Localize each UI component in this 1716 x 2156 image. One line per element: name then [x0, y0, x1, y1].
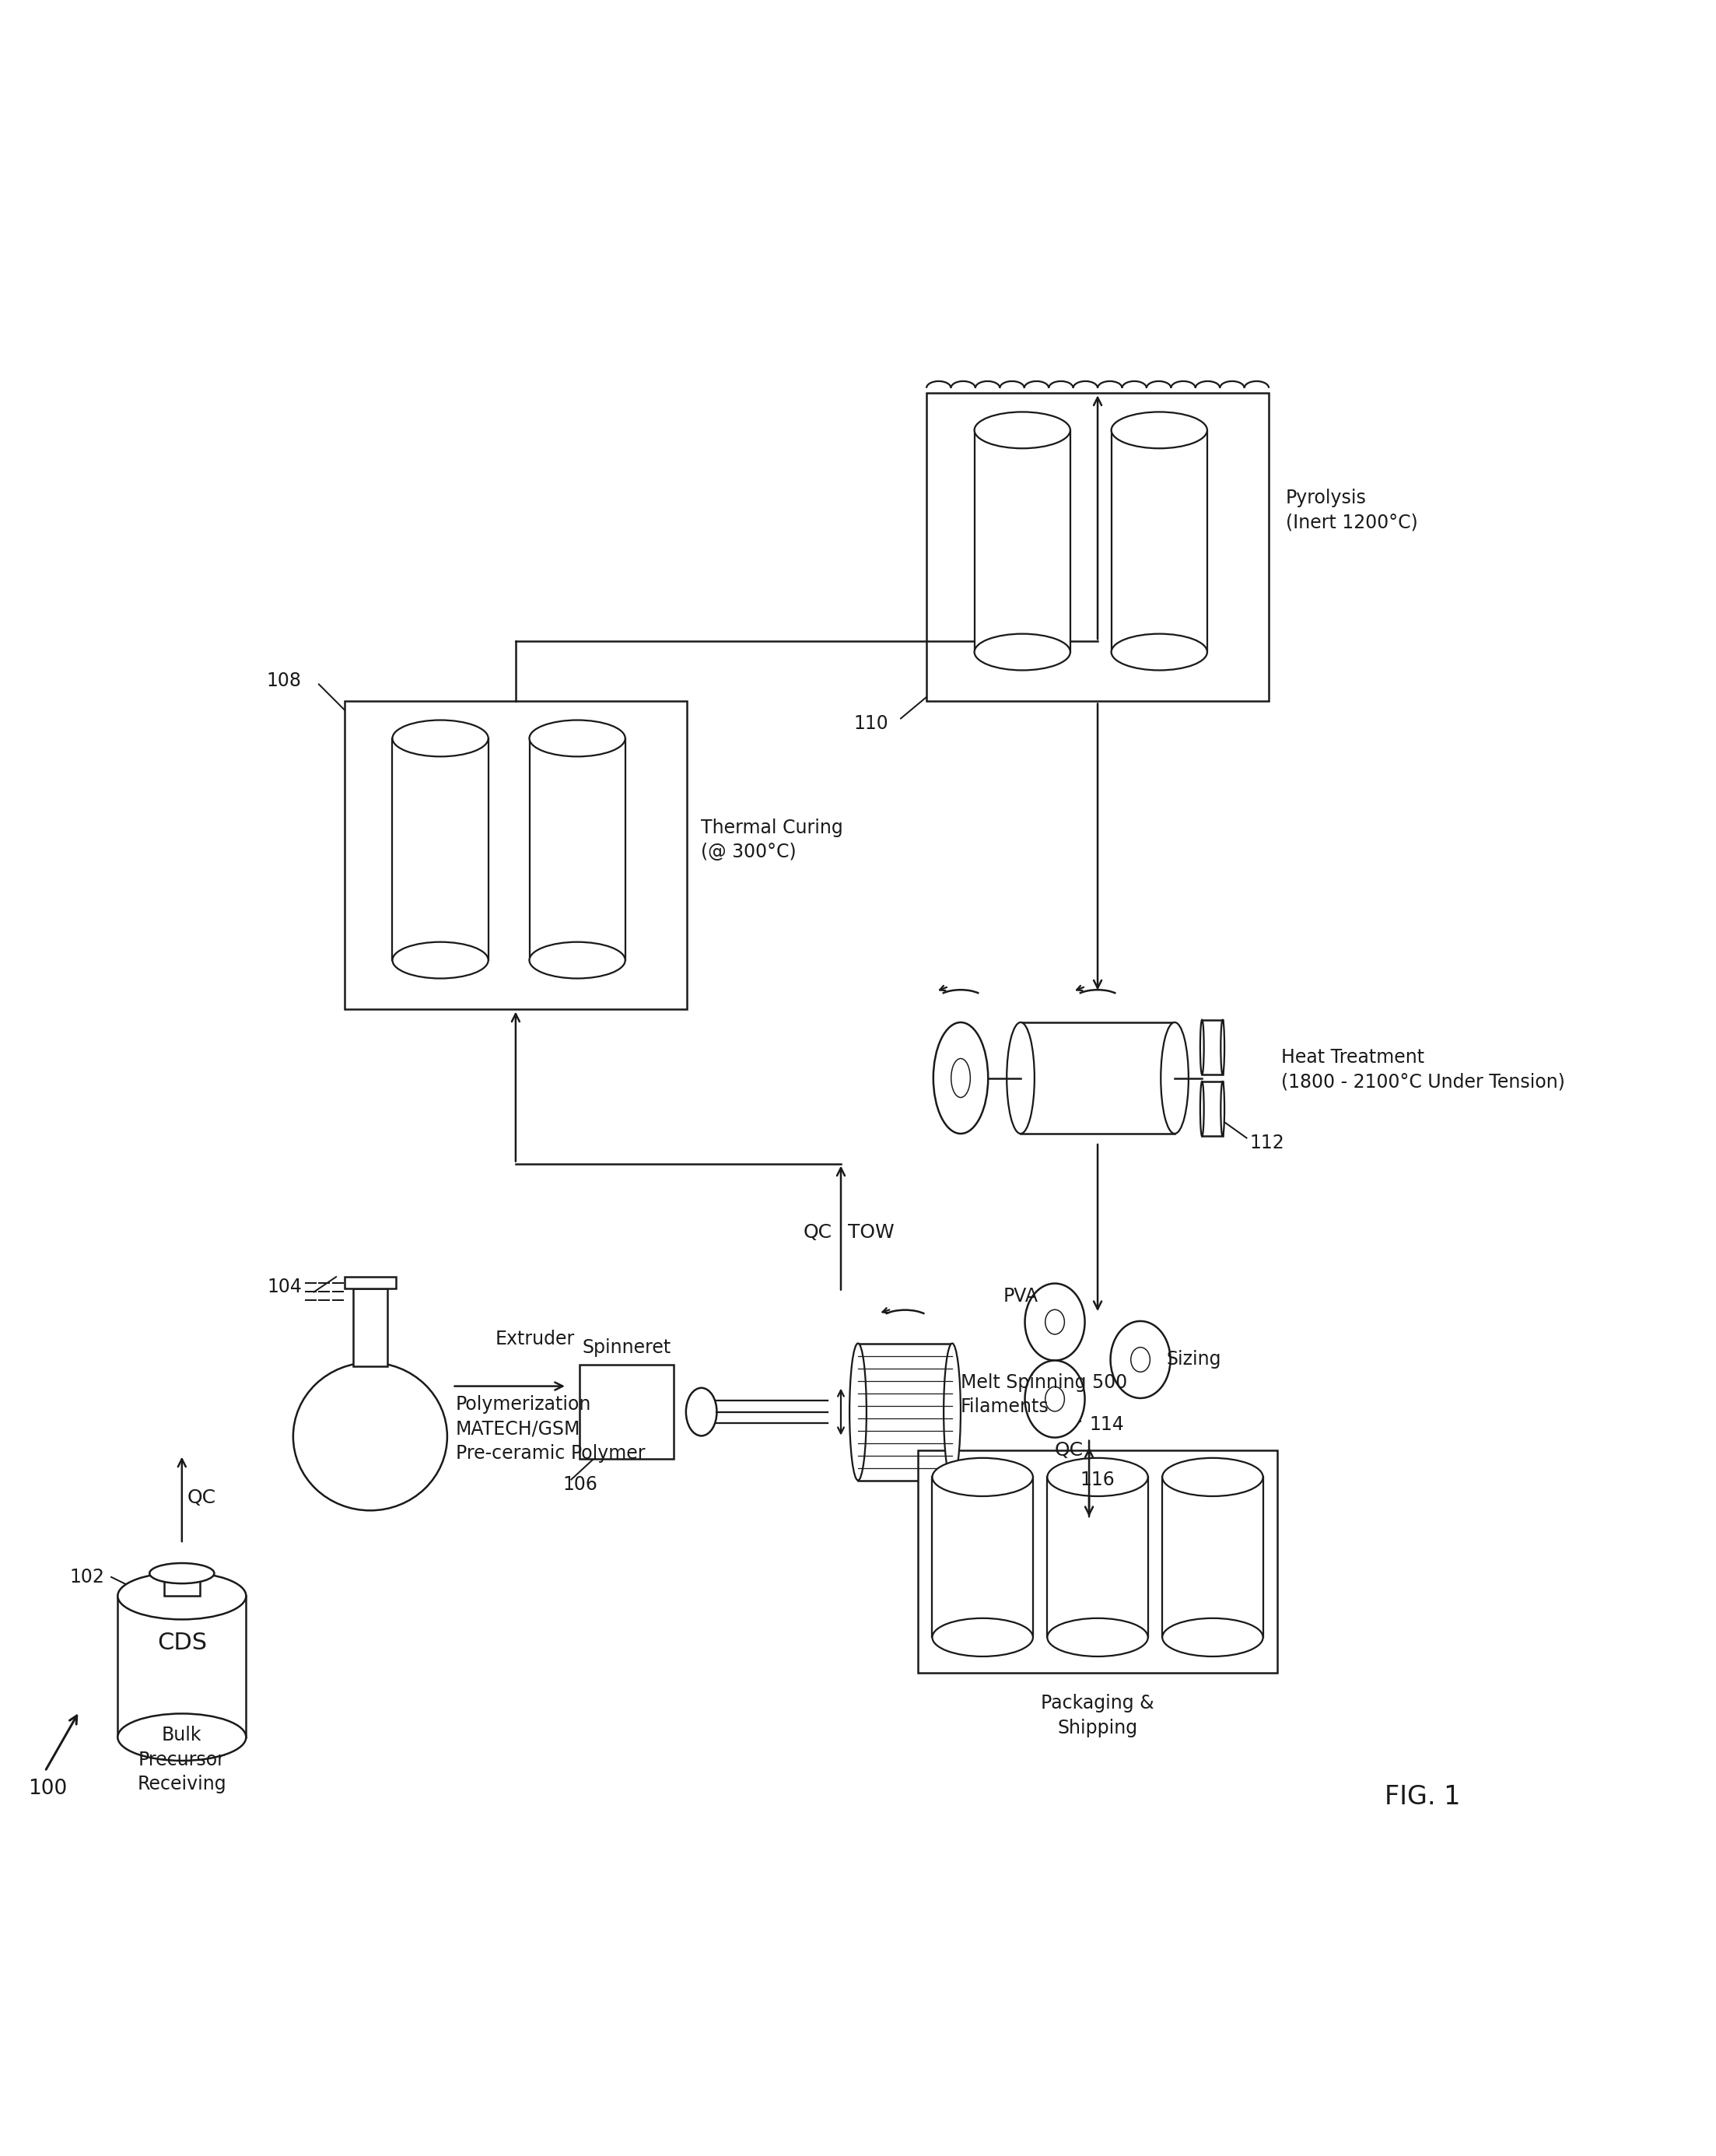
Text: Polymerization
MATECH/GSM
Pre-ceramic Polymer: Polymerization MATECH/GSM Pre-ceramic Po…: [456, 1395, 645, 1464]
Bar: [1201, 1020, 1222, 1074]
Text: Extruder: Extruder: [496, 1330, 575, 1348]
Text: TOW: TOW: [848, 1222, 894, 1242]
Bar: [927, 392, 1268, 701]
Text: Sizing: Sizing: [1167, 1350, 1222, 1369]
Bar: [345, 701, 686, 1009]
Ellipse shape: [1112, 412, 1206, 448]
Text: 104: 104: [268, 1279, 302, 1296]
Ellipse shape: [1162, 1619, 1263, 1656]
Bar: [932, 1477, 1033, 1636]
Text: Heat Treatment
(1800 - 2100°C Under Tension): Heat Treatment (1800 - 2100°C Under Tens…: [1280, 1048, 1565, 1091]
Ellipse shape: [1045, 1386, 1064, 1412]
Text: 114: 114: [1090, 1414, 1124, 1434]
Ellipse shape: [1112, 634, 1206, 671]
Ellipse shape: [1162, 1457, 1263, 1496]
Text: QC: QC: [187, 1488, 216, 1507]
Ellipse shape: [1024, 1360, 1085, 1438]
Text: 108: 108: [266, 671, 302, 690]
Text: 106: 106: [563, 1475, 597, 1494]
Text: CDS: CDS: [156, 1632, 208, 1654]
Ellipse shape: [529, 720, 625, 757]
Ellipse shape: [118, 1714, 245, 1761]
Text: Thermal Curing
(@ 300°C): Thermal Curing (@ 300°C): [700, 819, 843, 862]
Ellipse shape: [393, 942, 489, 979]
Text: Bulk
Precursor
Receiving: Bulk Precursor Receiving: [137, 1725, 227, 1794]
Bar: [353, 1289, 388, 1367]
Ellipse shape: [932, 1619, 1033, 1656]
Ellipse shape: [118, 1572, 245, 1619]
Bar: [1021, 1022, 1175, 1134]
Text: QC: QC: [1055, 1440, 1083, 1460]
Bar: [118, 1595, 245, 1738]
Text: FIG. 1: FIG. 1: [1385, 1785, 1460, 1809]
Ellipse shape: [293, 1363, 448, 1511]
Bar: [918, 1451, 1277, 1673]
Ellipse shape: [1160, 1022, 1189, 1134]
Bar: [165, 1574, 199, 1595]
Ellipse shape: [1047, 1457, 1148, 1496]
Bar: [1201, 1082, 1222, 1136]
Text: 100: 100: [27, 1779, 67, 1798]
Bar: [1162, 1477, 1263, 1636]
Ellipse shape: [932, 1457, 1033, 1496]
Ellipse shape: [1199, 1082, 1205, 1136]
Ellipse shape: [1007, 1022, 1035, 1134]
Bar: [975, 431, 1071, 651]
Ellipse shape: [1047, 1619, 1148, 1656]
Ellipse shape: [934, 1022, 988, 1134]
Ellipse shape: [393, 720, 489, 757]
Text: 102: 102: [70, 1567, 105, 1587]
Ellipse shape: [975, 412, 1071, 448]
Ellipse shape: [1110, 1322, 1170, 1397]
Ellipse shape: [1024, 1283, 1085, 1360]
Text: Melt Spinning 500
Filaments: Melt Spinning 500 Filaments: [961, 1373, 1127, 1416]
Bar: [393, 737, 489, 959]
Text: Pyrolysis
(Inert 1200°C): Pyrolysis (Inert 1200°C): [1285, 489, 1417, 533]
Text: Packaging &
Shipping: Packaging & Shipping: [1042, 1695, 1155, 1738]
Ellipse shape: [1220, 1082, 1225, 1136]
Bar: [529, 737, 625, 959]
Ellipse shape: [1199, 1020, 1205, 1074]
Ellipse shape: [944, 1343, 961, 1481]
Text: 110: 110: [855, 714, 889, 733]
Bar: [1112, 431, 1206, 651]
Bar: [345, 1276, 396, 1289]
Ellipse shape: [529, 942, 625, 979]
Ellipse shape: [1131, 1348, 1150, 1371]
Ellipse shape: [951, 1059, 970, 1097]
Text: Spinneret: Spinneret: [582, 1339, 671, 1356]
Ellipse shape: [1045, 1309, 1064, 1335]
Text: 112: 112: [1249, 1134, 1285, 1153]
Text: QC: QC: [803, 1222, 832, 1242]
Bar: [1047, 1477, 1148, 1636]
Bar: [858, 1343, 952, 1481]
Text: 116: 116: [1081, 1470, 1115, 1490]
Ellipse shape: [686, 1388, 717, 1436]
Ellipse shape: [1220, 1020, 1225, 1074]
Ellipse shape: [849, 1343, 867, 1481]
Ellipse shape: [149, 1563, 214, 1583]
Ellipse shape: [975, 634, 1071, 671]
Text: PVA: PVA: [1004, 1287, 1038, 1307]
Bar: [580, 1365, 674, 1460]
